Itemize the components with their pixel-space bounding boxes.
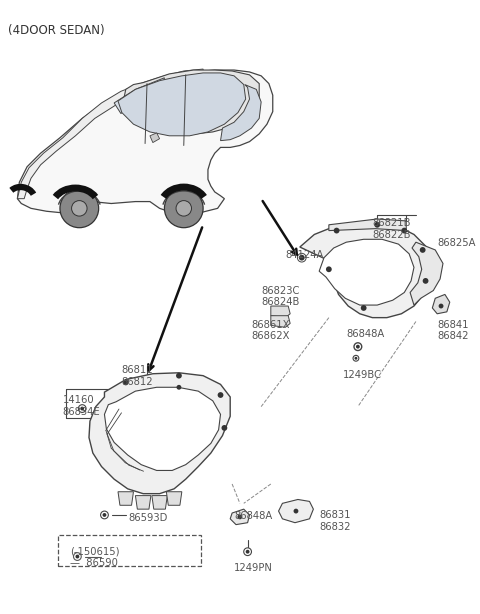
Circle shape bbox=[123, 379, 129, 386]
Circle shape bbox=[361, 305, 367, 311]
Circle shape bbox=[60, 189, 99, 228]
Polygon shape bbox=[271, 316, 290, 327]
Polygon shape bbox=[230, 509, 250, 524]
Text: 86825A: 86825A bbox=[437, 238, 476, 248]
Text: 86823C
86824B: 86823C 86824B bbox=[261, 286, 300, 308]
Text: 1249BC: 1249BC bbox=[343, 370, 383, 380]
Circle shape bbox=[298, 254, 306, 262]
Polygon shape bbox=[135, 495, 151, 509]
Circle shape bbox=[80, 406, 84, 411]
Polygon shape bbox=[329, 219, 406, 231]
Polygon shape bbox=[152, 495, 168, 509]
Polygon shape bbox=[124, 70, 259, 134]
Polygon shape bbox=[118, 73, 246, 136]
Circle shape bbox=[177, 385, 181, 390]
Polygon shape bbox=[105, 387, 220, 470]
Circle shape bbox=[221, 425, 228, 431]
Polygon shape bbox=[300, 223, 431, 317]
Circle shape bbox=[439, 303, 444, 308]
Polygon shape bbox=[17, 70, 273, 215]
Circle shape bbox=[72, 201, 87, 216]
Text: 86848A: 86848A bbox=[346, 329, 384, 340]
Text: 86593D: 86593D bbox=[129, 513, 168, 523]
Circle shape bbox=[165, 189, 203, 228]
Polygon shape bbox=[319, 239, 414, 305]
Circle shape bbox=[300, 256, 304, 260]
Circle shape bbox=[176, 201, 192, 216]
Circle shape bbox=[73, 553, 81, 561]
Circle shape bbox=[75, 554, 79, 559]
Polygon shape bbox=[150, 133, 159, 142]
Text: 86861X
86862X: 86861X 86862X bbox=[252, 319, 290, 341]
Polygon shape bbox=[278, 499, 313, 523]
Circle shape bbox=[217, 392, 223, 398]
Text: 86811
86812: 86811 86812 bbox=[121, 365, 153, 387]
Polygon shape bbox=[410, 242, 443, 305]
Bar bbox=[58, 535, 201, 566]
Text: 86831
86832: 86831 86832 bbox=[319, 510, 351, 532]
Polygon shape bbox=[114, 78, 165, 114]
Circle shape bbox=[374, 222, 380, 228]
Text: 14160
86834E: 14160 86834E bbox=[63, 395, 100, 417]
Text: 86841
86842: 86841 86842 bbox=[437, 319, 468, 341]
Text: (4DOOR SEDAN): (4DOOR SEDAN) bbox=[8, 23, 104, 37]
Polygon shape bbox=[167, 492, 182, 505]
Circle shape bbox=[176, 373, 182, 379]
Text: 84124A: 84124A bbox=[285, 250, 324, 260]
Circle shape bbox=[246, 550, 250, 554]
Circle shape bbox=[420, 247, 426, 253]
Circle shape bbox=[353, 356, 359, 361]
Circle shape bbox=[244, 548, 252, 556]
Circle shape bbox=[354, 343, 362, 351]
Polygon shape bbox=[89, 373, 230, 494]
Polygon shape bbox=[432, 295, 450, 314]
Circle shape bbox=[334, 228, 339, 233]
Polygon shape bbox=[118, 492, 133, 505]
Text: 86821B
86822B: 86821B 86822B bbox=[372, 218, 411, 239]
Circle shape bbox=[326, 266, 332, 272]
Polygon shape bbox=[271, 306, 290, 317]
Circle shape bbox=[299, 255, 305, 260]
Text: (-150615)
—  86590: (-150615) — 86590 bbox=[70, 547, 119, 569]
Circle shape bbox=[401, 228, 407, 233]
Circle shape bbox=[423, 278, 429, 284]
Text: 1249PN: 1249PN bbox=[234, 563, 273, 573]
Polygon shape bbox=[220, 85, 261, 141]
Circle shape bbox=[101, 511, 108, 519]
Circle shape bbox=[294, 508, 299, 513]
Circle shape bbox=[356, 344, 360, 349]
Circle shape bbox=[78, 405, 86, 413]
Circle shape bbox=[355, 357, 358, 360]
Circle shape bbox=[238, 515, 242, 519]
Polygon shape bbox=[17, 69, 203, 199]
Circle shape bbox=[103, 513, 107, 517]
Text: 86848A: 86848A bbox=[234, 511, 272, 521]
